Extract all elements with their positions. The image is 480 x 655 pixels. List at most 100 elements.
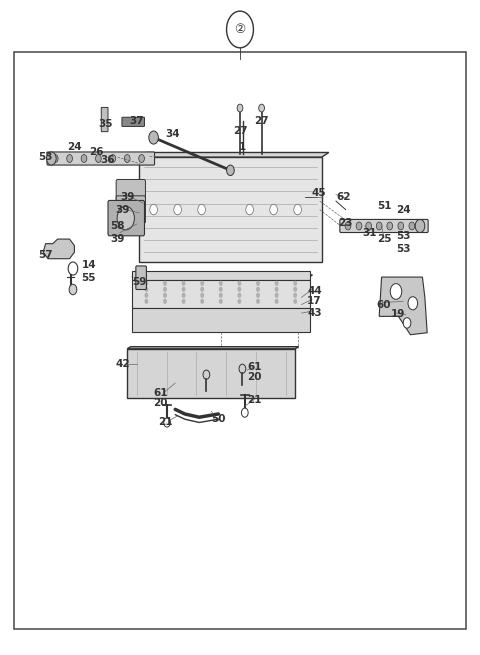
Circle shape	[376, 222, 382, 230]
Text: 39: 39	[110, 234, 125, 244]
Text: 36: 36	[101, 155, 115, 166]
Circle shape	[163, 293, 167, 298]
Text: 59: 59	[132, 276, 146, 287]
Text: 39: 39	[120, 191, 134, 202]
Circle shape	[203, 370, 210, 379]
Circle shape	[219, 293, 223, 298]
Circle shape	[237, 104, 243, 112]
FancyBboxPatch shape	[116, 179, 145, 207]
Text: 25: 25	[377, 234, 391, 244]
FancyBboxPatch shape	[47, 152, 155, 165]
Text: 24: 24	[396, 204, 410, 215]
Circle shape	[356, 222, 362, 230]
Circle shape	[238, 287, 241, 292]
Circle shape	[182, 280, 185, 286]
Circle shape	[144, 280, 148, 286]
Text: 23: 23	[338, 217, 353, 228]
Text: 39: 39	[115, 204, 130, 215]
Text: ②: ②	[234, 23, 246, 36]
Text: 34: 34	[166, 129, 180, 140]
Text: 50: 50	[211, 414, 226, 424]
Circle shape	[163, 299, 167, 304]
Circle shape	[256, 293, 260, 298]
Circle shape	[275, 280, 278, 286]
Circle shape	[200, 299, 204, 304]
Text: 45: 45	[312, 188, 326, 198]
Circle shape	[246, 204, 253, 215]
Polygon shape	[132, 280, 310, 308]
Text: 26: 26	[89, 147, 103, 157]
Circle shape	[200, 293, 204, 298]
Polygon shape	[139, 153, 329, 157]
Circle shape	[415, 219, 425, 233]
Circle shape	[275, 293, 278, 298]
Circle shape	[227, 11, 253, 48]
Text: 61: 61	[154, 388, 168, 398]
Text: 1: 1	[239, 142, 246, 153]
Text: 42: 42	[115, 358, 130, 369]
Circle shape	[174, 204, 181, 215]
Circle shape	[241, 408, 248, 417]
Circle shape	[366, 222, 372, 230]
Text: 20: 20	[154, 398, 168, 408]
Text: 55: 55	[82, 273, 96, 284]
Text: 53: 53	[396, 231, 410, 241]
Circle shape	[96, 155, 101, 162]
FancyBboxPatch shape	[136, 266, 146, 290]
Text: 21: 21	[247, 394, 262, 405]
Circle shape	[256, 299, 260, 304]
Circle shape	[139, 155, 144, 162]
Circle shape	[390, 284, 402, 299]
Text: 21: 21	[158, 417, 173, 428]
Text: 43: 43	[307, 308, 322, 318]
Polygon shape	[132, 308, 310, 332]
Circle shape	[387, 222, 393, 230]
Circle shape	[182, 293, 185, 298]
Circle shape	[256, 287, 260, 292]
Polygon shape	[127, 346, 299, 348]
Circle shape	[144, 293, 148, 298]
Text: 27: 27	[233, 126, 247, 136]
Circle shape	[256, 280, 260, 286]
Text: 60: 60	[377, 299, 391, 310]
Circle shape	[293, 280, 297, 286]
Circle shape	[219, 299, 223, 304]
Circle shape	[198, 204, 205, 215]
Circle shape	[259, 104, 264, 112]
Text: 14: 14	[82, 260, 96, 271]
Circle shape	[275, 287, 278, 292]
Circle shape	[294, 204, 301, 215]
Circle shape	[52, 155, 58, 162]
Polygon shape	[132, 271, 310, 280]
Circle shape	[149, 131, 158, 144]
FancyBboxPatch shape	[101, 107, 108, 132]
Circle shape	[293, 293, 297, 298]
Text: 51: 51	[377, 201, 391, 212]
Text: 53: 53	[38, 152, 53, 162]
Text: 62: 62	[336, 191, 350, 202]
Circle shape	[398, 222, 404, 230]
Circle shape	[67, 155, 72, 162]
Text: 17: 17	[307, 296, 322, 307]
Circle shape	[238, 293, 241, 298]
Circle shape	[182, 287, 185, 292]
FancyBboxPatch shape	[340, 219, 428, 233]
Circle shape	[200, 287, 204, 292]
Circle shape	[403, 318, 411, 328]
Circle shape	[345, 222, 351, 230]
Circle shape	[110, 155, 116, 162]
Circle shape	[238, 280, 241, 286]
Circle shape	[164, 418, 170, 427]
Circle shape	[117, 206, 134, 230]
Circle shape	[293, 287, 297, 292]
FancyBboxPatch shape	[116, 196, 145, 223]
Circle shape	[200, 280, 204, 286]
FancyBboxPatch shape	[108, 200, 144, 236]
Polygon shape	[43, 239, 74, 259]
Text: 24: 24	[67, 142, 82, 153]
Text: 53: 53	[396, 244, 410, 254]
Text: 44: 44	[307, 286, 322, 297]
Text: 61: 61	[247, 362, 262, 372]
Circle shape	[408, 297, 418, 310]
Circle shape	[81, 155, 87, 162]
